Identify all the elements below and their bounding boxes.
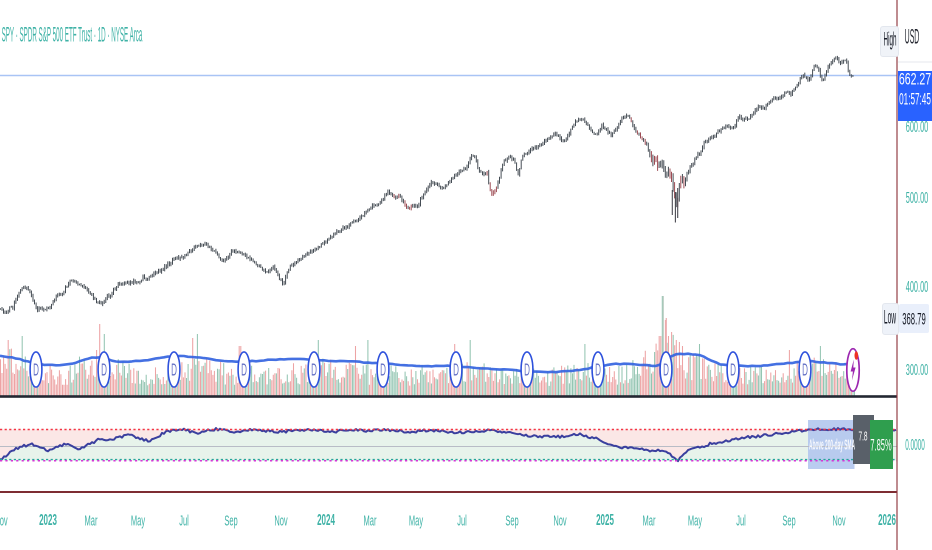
svg-text:D: D <box>101 360 107 379</box>
svg-text:D: D <box>380 360 386 379</box>
svg-text:D: D <box>663 360 669 379</box>
svg-text:D: D <box>730 360 736 379</box>
svg-text:D: D <box>802 360 808 379</box>
svg-text:D: D <box>311 360 317 379</box>
svg-text:D: D <box>33 360 39 379</box>
svg-text:D: D <box>241 360 247 379</box>
svg-text:D: D <box>595 360 601 379</box>
svg-text:D: D <box>171 360 177 379</box>
svg-text:D: D <box>453 360 459 379</box>
svg-text:D: D <box>524 360 530 379</box>
